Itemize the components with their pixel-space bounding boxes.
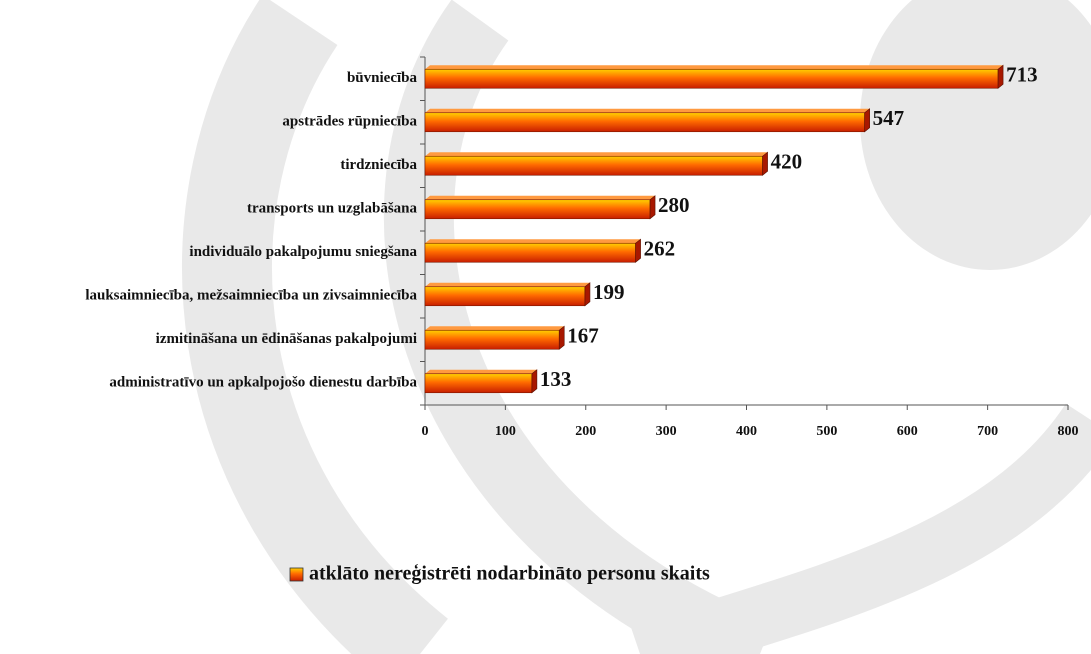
bar-end	[584, 282, 591, 307]
bar-end	[864, 108, 870, 133]
bar	[424, 373, 533, 394]
x-tick-label: 800	[1058, 424, 1079, 439]
x-tick-label: 300	[656, 424, 677, 439]
category-label: individuālo pakalpojumu sniegšana	[189, 244, 417, 260]
bar-top	[425, 282, 590, 287]
category-label: tirdzniecība	[340, 157, 417, 173]
bar-end	[762, 151, 768, 176]
bar	[424, 199, 651, 220]
bar-top	[425, 326, 565, 331]
bar	[424, 155, 763, 176]
bar-top	[425, 239, 641, 244]
x-tick-label: 600	[897, 424, 918, 439]
x-tick-label: 0	[422, 424, 429, 439]
bar-top	[425, 65, 1004, 70]
bar	[424, 286, 586, 307]
category-label: transports un uzglabāšana	[247, 201, 418, 217]
data-label: 420	[771, 150, 803, 174]
bar	[424, 68, 999, 89]
legend-swatch	[289, 567, 304, 582]
bar-end	[531, 369, 538, 394]
bar-end	[635, 238, 641, 263]
category-label: administratīvo un apkalpojošo dienestu d…	[109, 375, 417, 391]
data-label: 133	[540, 367, 572, 391]
x-tick-label: 100	[495, 424, 516, 439]
category-label: izmitināšana un ēdināšanas pakalpojumi	[156, 331, 417, 347]
x-tick-label: 400	[736, 424, 757, 439]
category-label: apstrādes rūpniecība	[282, 114, 417, 130]
category-label: lauksaimniecība, mežsaimniecība un zivsa…	[85, 288, 417, 304]
bar-top	[425, 369, 537, 374]
x-tick-label: 200	[575, 424, 596, 439]
data-label: 280	[658, 193, 690, 217]
bar-end	[649, 195, 656, 220]
data-label: 167	[567, 324, 599, 348]
bar	[424, 242, 636, 263]
bar-top	[425, 152, 768, 157]
bar	[424, 329, 560, 350]
x-tick-label: 700	[977, 424, 998, 439]
data-label: 262	[644, 237, 676, 261]
bar-top	[425, 108, 870, 113]
bar-top	[425, 195, 656, 200]
legend-label: atklāto nereģistrēti nodarbināto personu…	[309, 563, 710, 585]
data-label: 547	[873, 106, 905, 130]
data-label: 199	[593, 280, 625, 304]
x-tick-label: 500	[816, 424, 837, 439]
data-label: 713	[1006, 63, 1038, 87]
bar-end	[558, 325, 565, 350]
category-label: būvniecība	[347, 70, 418, 86]
bar-end	[997, 64, 1004, 89]
background-decoration	[182, 0, 1091, 654]
bar	[424, 112, 865, 133]
